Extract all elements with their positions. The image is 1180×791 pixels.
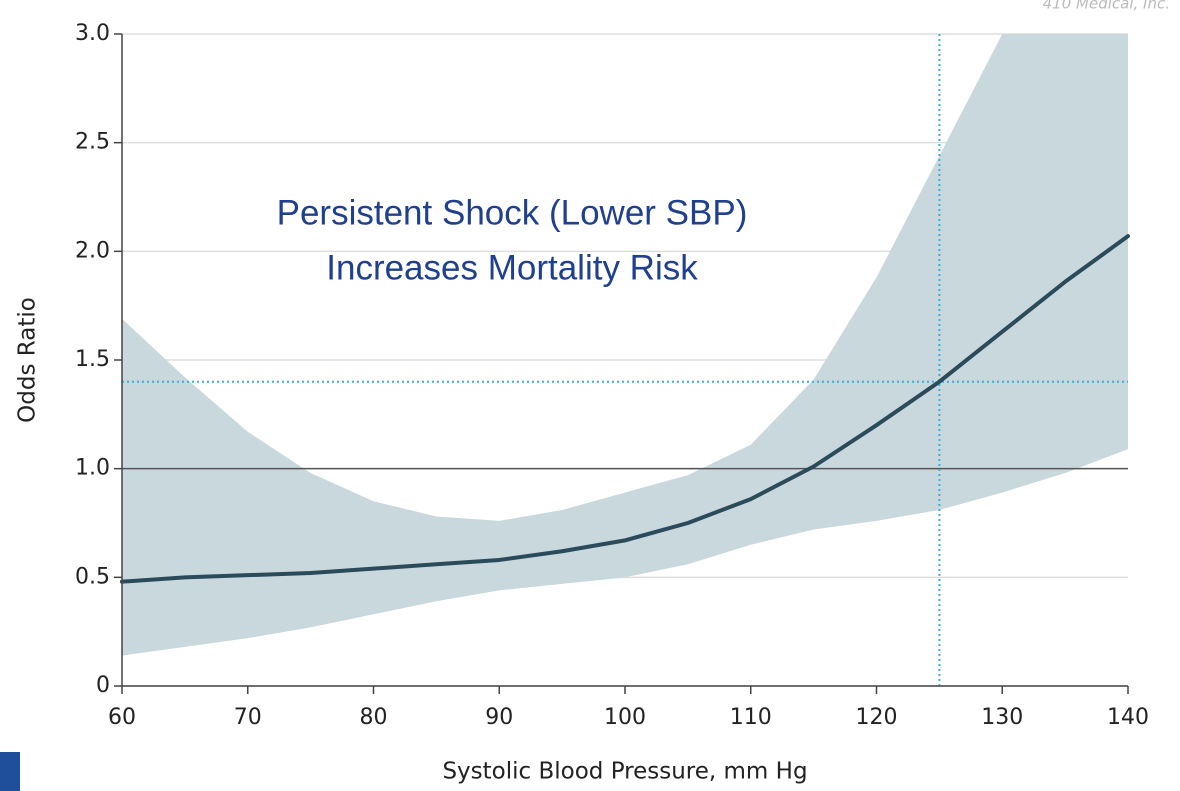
corner-decoration (0, 752, 20, 791)
y-tick-label: 2.0 (75, 238, 110, 263)
y-axis-label: Odds Ratio (15, 297, 41, 423)
annotation: Increases Mortality Risk (326, 248, 698, 287)
x-tick-label: 140 (1107, 705, 1149, 730)
confidence-band (122, 34, 1128, 656)
y-tick-label: 3.0 (75, 21, 110, 46)
y-tick-label: 0.5 (75, 564, 110, 589)
watermark: 410 Medical, Inc. (1043, 0, 1170, 13)
x-axis-label: Systolic Blood Pressure, mm Hg (442, 759, 807, 785)
x-tick-label: 60 (108, 705, 136, 730)
y-tick-label: 2.5 (75, 130, 110, 155)
x-tick-label: 110 (730, 705, 772, 730)
y-tick-label: 1.5 (75, 347, 110, 372)
x-tick-label: 100 (604, 705, 646, 730)
annotation: Persistent Shock (Lower SBP) (277, 193, 748, 232)
x-tick-label: 130 (981, 705, 1023, 730)
y-tick-label: 0 (96, 673, 110, 698)
x-tick-label: 90 (485, 705, 513, 730)
x-tick-label: 70 (234, 705, 262, 730)
x-tick-label: 120 (856, 705, 898, 730)
x-tick-label: 80 (360, 705, 388, 730)
y-tick-label: 1.0 (75, 456, 110, 481)
line (120, 234, 1130, 584)
